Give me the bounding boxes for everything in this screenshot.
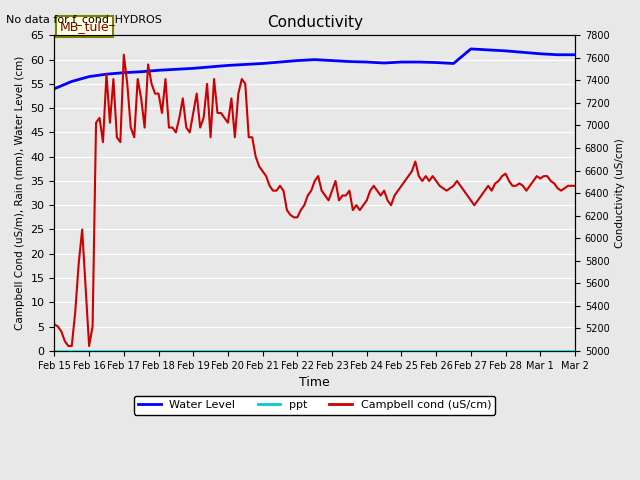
Y-axis label: Conductivity (uS/cm): Conductivity (uS/cm) bbox=[615, 138, 625, 248]
Text: No data for f_cond_HYDROS: No data for f_cond_HYDROS bbox=[6, 14, 163, 25]
Title: Conductivity: Conductivity bbox=[267, 15, 363, 30]
X-axis label: Time: Time bbox=[300, 376, 330, 389]
Legend: Water Level, ppt, Campbell cond (uS/cm): Water Level, ppt, Campbell cond (uS/cm) bbox=[134, 396, 495, 415]
Text: MB_tule: MB_tule bbox=[60, 20, 109, 33]
Y-axis label: Campbell Cond (uS/m), Rain (mm), Water Level (cm): Campbell Cond (uS/m), Rain (mm), Water L… bbox=[15, 56, 25, 330]
